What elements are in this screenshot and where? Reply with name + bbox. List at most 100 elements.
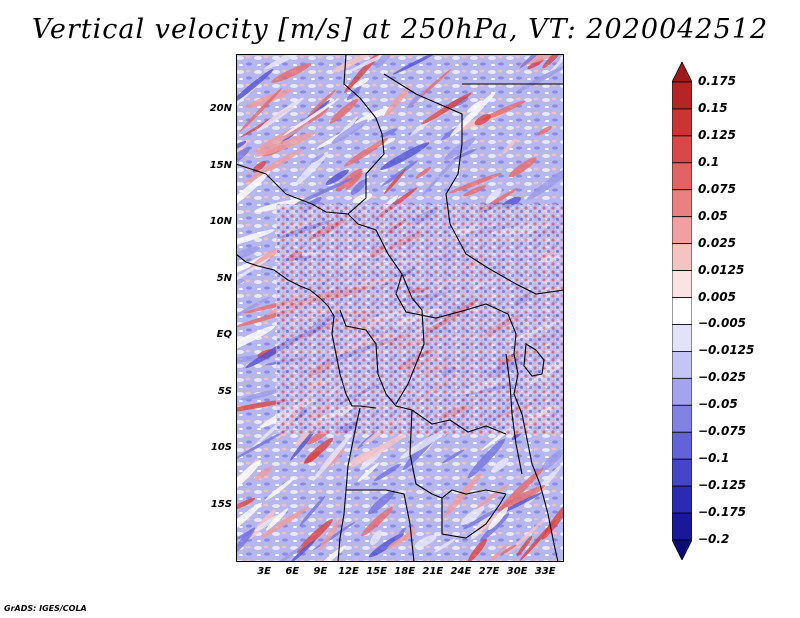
ascent-streak: [508, 157, 537, 178]
lat-label: 15S: [210, 498, 232, 510]
convective-region: [276, 204, 564, 434]
colorbar-label: 0.0125: [698, 262, 745, 277]
ascent-streak: [252, 160, 266, 173]
lon-label: 24E: [450, 566, 472, 577]
descent-streak: [264, 477, 295, 501]
descent-streak: [379, 128, 398, 138]
descent-streak: [395, 527, 406, 541]
descent-streak: [294, 151, 329, 187]
colorbar-label: 0.025: [698, 235, 736, 250]
descent-streak: [414, 534, 437, 549]
descent-streak: [357, 462, 380, 483]
rift-lakes: [505, 353, 523, 475]
colorbar-label: 0.125: [698, 127, 736, 142]
descent-streak: [236, 246, 260, 262]
descent-streak: [407, 90, 425, 109]
velocity-field-map: [236, 54, 564, 562]
descent-streak: [236, 170, 271, 214]
descent-streak: [526, 160, 564, 201]
ascent-streak: [236, 399, 289, 413]
east-africa-coastline: [507, 313, 559, 562]
lon-label: 18E: [394, 566, 416, 577]
lat-label: 5S: [217, 385, 232, 397]
colorbar-swatch: [672, 539, 692, 560]
ascent-streak: [421, 92, 472, 125]
descent-streak: [392, 54, 440, 75]
colorbar-swatch: [672, 189, 692, 218]
descent-streak: [463, 508, 499, 530]
descent-streak: [309, 153, 325, 164]
descent-streak: [399, 428, 449, 459]
descent-streak: [236, 527, 256, 556]
colorbar-swatch: [672, 324, 692, 352]
colorbar-label: −0.175: [698, 505, 747, 520]
descent-streak: [541, 448, 564, 471]
descent-streak: [444, 137, 476, 161]
descent-streak: [240, 389, 282, 401]
lon-label: 27E: [478, 566, 500, 577]
ascent-streak: [260, 506, 310, 538]
colorbar-label: 0.15: [698, 100, 728, 115]
lon-label: 3E: [257, 566, 271, 577]
descent-streak: [256, 97, 304, 132]
ascent-streak: [345, 172, 363, 190]
descent-streak: [282, 98, 339, 137]
descent-streak: [236, 354, 268, 364]
ascent-streak: [304, 107, 329, 125]
colorbar-swatch: [672, 162, 692, 191]
lon-label: 12E: [338, 566, 359, 577]
descent-streak: [293, 177, 354, 206]
ascent-streak: [384, 168, 406, 194]
descent-streak: [467, 438, 506, 479]
lon-label: 6E: [285, 566, 300, 577]
ascent-streak: [343, 137, 389, 167]
colorbar-swatch: [672, 377, 692, 406]
descent-streak: [368, 490, 396, 515]
descent-streak: [460, 506, 485, 525]
colorbar-swatch: [672, 297, 692, 325]
colorbar-label: 0.05: [698, 208, 728, 223]
ascent-streak: [239, 87, 283, 132]
descent-streak: [381, 160, 418, 187]
descent-streak: [236, 68, 274, 106]
ascent-streak: [296, 518, 333, 553]
colorbar-swatch: [672, 512, 692, 541]
lat-label: 5N: [216, 272, 232, 284]
colorbar-swatch: [672, 62, 692, 83]
descent-streak: [236, 325, 276, 356]
descent-streak: [350, 179, 367, 195]
descent-streak: [491, 457, 509, 473]
ascent-streak: [542, 54, 564, 69]
border-car: [387, 253, 509, 319]
ascent-streak: [248, 247, 280, 270]
ascent-streak: [498, 467, 544, 511]
descent-streak: [500, 492, 543, 514]
ascent-streak: [305, 451, 320, 464]
ascent-streak: [468, 538, 487, 562]
descent-streak: [515, 66, 564, 93]
ascent-streak: [481, 100, 526, 121]
ascent-streak: [475, 483, 510, 510]
colorbar-label: −0.1: [698, 451, 730, 466]
descent-streak: [236, 229, 275, 249]
colorbar-swatch: [672, 351, 692, 379]
descent-streak: [236, 257, 271, 289]
descent-streak: [331, 119, 368, 144]
ascent-streak: [384, 85, 411, 117]
lat-label: 15N: [209, 159, 232, 171]
descent-streak: [434, 538, 456, 553]
descent-streak: [479, 513, 510, 542]
colorbar-swatch: [672, 485, 692, 514]
colorbar-label: 0.005: [698, 289, 736, 304]
ascent-streak: [537, 126, 552, 136]
colorbar-boxes: [672, 62, 692, 560]
ascent-streak: [474, 114, 491, 126]
ascent-streak: [331, 54, 369, 73]
colorbar-label: −0.125: [698, 478, 747, 493]
ascent-streak: [443, 472, 482, 517]
border-inner: [395, 273, 425, 405]
lat-label: 20N: [209, 103, 232, 115]
colorbar-swatch: [672, 243, 692, 271]
descent-streak: [236, 460, 261, 496]
descent-streak: [352, 78, 369, 88]
